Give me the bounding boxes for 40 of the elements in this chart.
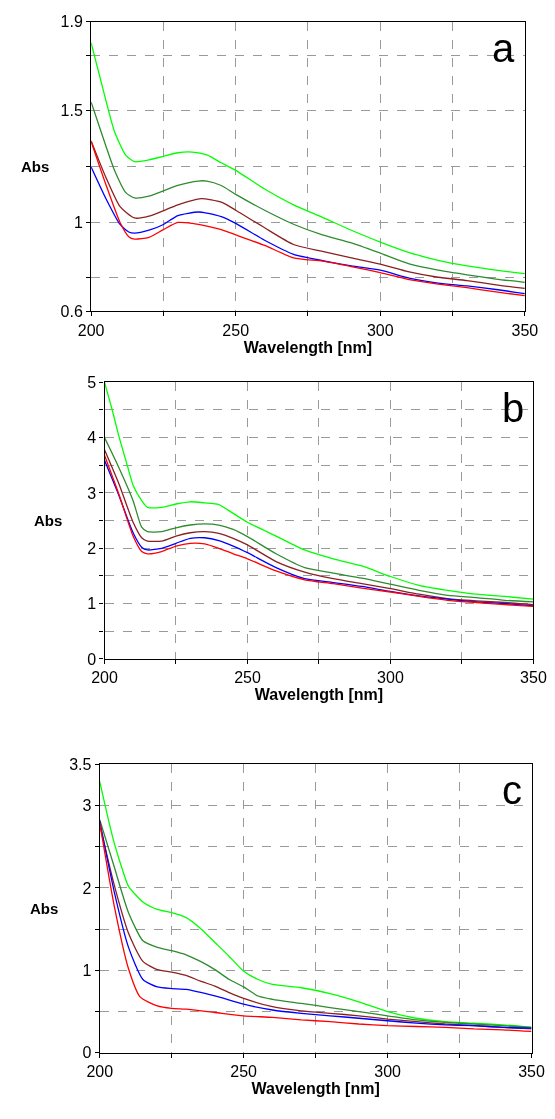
x-tick-label: 300 — [366, 321, 394, 339]
line-series — [104, 382, 534, 600]
x-tick-label: 300 — [374, 1063, 402, 1081]
x-axis-title: Wavelength [nm] — [251, 1080, 380, 1098]
line-series — [91, 166, 525, 295]
x-tick-label: 350 — [518, 1063, 545, 1081]
x-tick-label: 350 — [520, 669, 547, 687]
x-tick-label: 200 — [86, 1063, 114, 1081]
x-tick-label: 250 — [230, 1063, 258, 1081]
y-axis-title: Abs — [30, 900, 59, 917]
x-axis-title: Wavelength [nm] — [243, 338, 373, 356]
y-tick-label: 1.9 — [60, 13, 83, 31]
y-tick-label: 5 — [87, 373, 97, 391]
y-axis-title: Abs — [21, 158, 50, 175]
y-tick-label: 2 — [87, 539, 97, 557]
y-tick-label: 0 — [82, 1044, 92, 1062]
y-tick-label: 1 — [73, 213, 83, 231]
y-tick-label: 0.6 — [60, 302, 83, 320]
x-tick-label: 200 — [91, 669, 118, 687]
x-tick-label: 200 — [77, 321, 105, 339]
y-axis-title: Abs — [34, 512, 63, 529]
x-axis-title: Wavelength [nm] — [254, 686, 384, 704]
y-tick-label: 3 — [82, 797, 92, 815]
y-tick-label: 0 — [87, 650, 97, 668]
y-tick-label: 3.5 — [69, 755, 92, 773]
x-tick-label: 250 — [234, 669, 261, 687]
line-series — [91, 101, 525, 284]
y-tick-label: 1.5 — [60, 102, 83, 120]
x-tick-label: 250 — [222, 321, 250, 339]
y-tick-label: 2 — [82, 879, 92, 897]
y-tick-label: 3 — [87, 484, 97, 502]
annotation: b — [502, 386, 525, 430]
annotation: c — [502, 768, 522, 812]
x-tick-label: 300 — [377, 669, 404, 687]
y-tick-label: 4 — [87, 429, 97, 447]
x-tick-label: 350 — [511, 321, 539, 339]
annotation: a — [492, 26, 515, 70]
line-series — [99, 780, 532, 1028]
y-tick-label: 1 — [82, 962, 92, 980]
y-tick-label: 1 — [87, 595, 97, 613]
